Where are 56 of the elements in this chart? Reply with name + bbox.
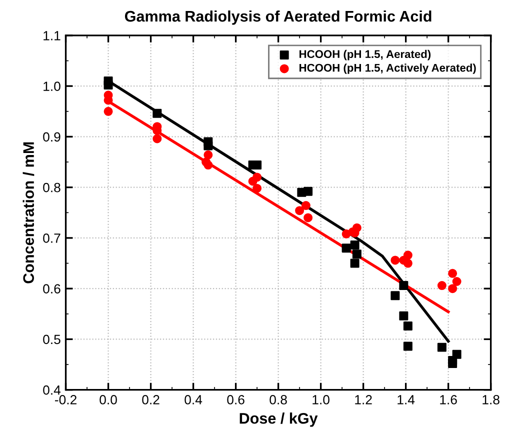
point xyxy=(304,186,313,196)
y-tick-label: 0.9 xyxy=(43,132,60,142)
x-tick-label: 0.6 xyxy=(227,395,244,404)
y-tick-label: 1.0 xyxy=(44,82,60,91)
point xyxy=(152,108,162,118)
x-tick-label: -0.2 xyxy=(55,395,76,404)
x-tick-label: 0.0 xyxy=(100,395,117,404)
point xyxy=(152,134,162,144)
point xyxy=(399,281,408,290)
point xyxy=(448,284,458,294)
y-tick-label: 0.8 xyxy=(43,182,60,192)
point xyxy=(252,184,262,193)
point xyxy=(448,359,458,368)
x-tick-label: 1.0 xyxy=(312,395,330,404)
y-tick-label: 0.4 xyxy=(43,385,61,395)
legend-label: HCOOH (pH 1.5, Actively Aerated) xyxy=(300,64,476,74)
x-tick-label: 0.2 xyxy=(142,395,160,404)
y-tick-label: 0.6 xyxy=(43,284,60,294)
y-tick-label: 0.5 xyxy=(43,334,60,344)
point xyxy=(399,311,408,320)
point xyxy=(350,258,360,268)
point xyxy=(403,258,412,268)
x-tick-label: 1.2 xyxy=(355,395,372,404)
point xyxy=(437,342,446,352)
point xyxy=(403,342,412,351)
point xyxy=(204,141,213,150)
legend-label: HCOOH (pH 1.5, Aerated) xyxy=(300,50,431,60)
point xyxy=(104,80,113,90)
point xyxy=(304,213,313,222)
point xyxy=(252,172,262,182)
point xyxy=(204,160,213,170)
point xyxy=(204,150,213,160)
point xyxy=(448,268,458,278)
point xyxy=(452,276,462,286)
point xyxy=(352,250,362,259)
x-axis-title: Dose / kGy xyxy=(240,412,318,427)
point xyxy=(350,240,360,250)
y-axis-title: Concentration / mM xyxy=(22,142,34,284)
x-tick-label: 0.8 xyxy=(270,395,287,404)
point xyxy=(437,281,446,290)
point xyxy=(104,106,113,116)
point xyxy=(403,322,412,331)
x-tick-label: 0.4 xyxy=(184,395,202,404)
point xyxy=(452,350,462,359)
x-tick-label: 1.8 xyxy=(482,395,500,404)
chart-title: Gamma Radiolysis of Aerated Formic Acid xyxy=(124,10,432,25)
point xyxy=(390,291,400,300)
x-tick-label: 1.4 xyxy=(398,395,415,404)
point xyxy=(390,256,400,265)
y-tick-label: 1.1 xyxy=(44,31,60,40)
point xyxy=(295,206,304,216)
point xyxy=(403,250,412,260)
point xyxy=(301,201,310,210)
x-tick-label: 1.6 xyxy=(440,395,457,404)
point xyxy=(342,244,351,253)
y-tick-label: 0.7 xyxy=(43,234,60,243)
